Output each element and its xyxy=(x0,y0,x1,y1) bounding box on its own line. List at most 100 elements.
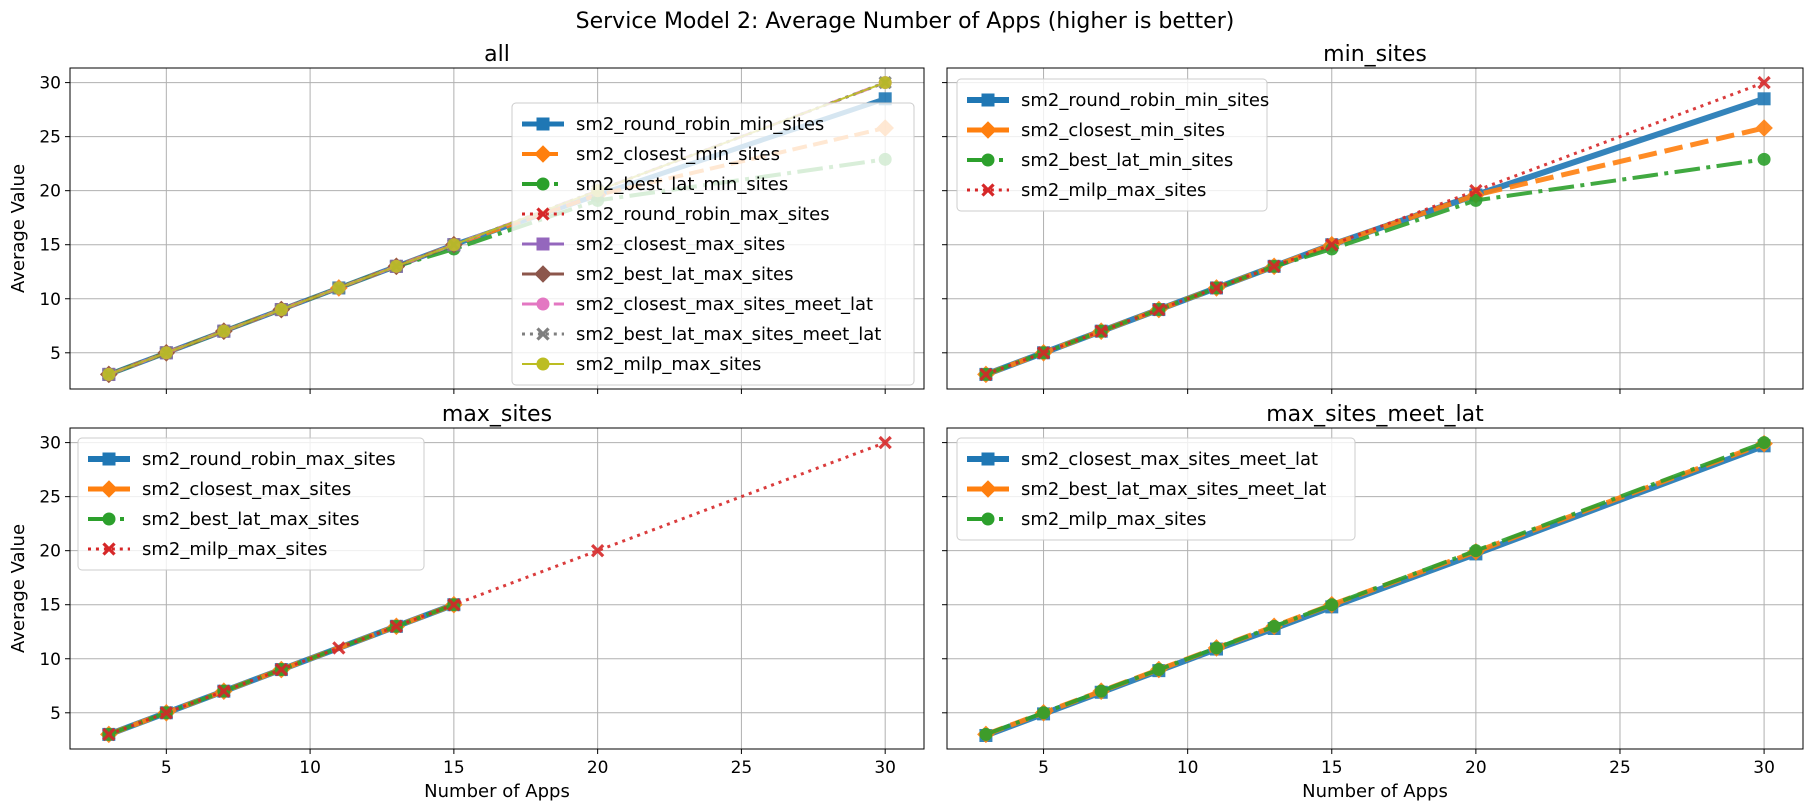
panel-4-legend-marker-3 xyxy=(981,512,995,526)
panel-3-series-4-point-8 xyxy=(590,544,605,558)
panel-1-legend-label-3: sm2_best_lat_min_sites xyxy=(576,174,788,195)
panel-3-series-4-point-7-stroke-b xyxy=(447,598,461,612)
panel-4-series-3 xyxy=(979,436,1771,741)
panel-3-series-4-point-5-stroke-b xyxy=(332,641,346,655)
panel-1-legend-label-4: sm2_round_robin_max_sites xyxy=(576,204,830,225)
panel-4-legend-marker-1 xyxy=(981,452,995,466)
panel-3-y-tick-label-5: 25 xyxy=(39,488,61,508)
panel-4-series-3-point-4 xyxy=(1152,663,1166,677)
panel-2-legend-marker-1 xyxy=(981,93,995,107)
panel-2-legend-marker-2 xyxy=(979,121,997,139)
panel-3-series-4-line xyxy=(108,441,886,736)
panel-3-frame xyxy=(69,427,925,750)
panel-1-legend-marker-8-stroke-b xyxy=(536,327,550,341)
panel-2-series-4-point-8 xyxy=(1469,184,1483,198)
panel-1-legend-marker-6 xyxy=(534,265,552,283)
panel-2-series-2-point-9 xyxy=(1755,119,1773,137)
panel-1-y-tick-label-4: 20 xyxy=(39,182,61,202)
panel-4-x-tick-label-2: 10 xyxy=(1177,758,1199,778)
panel-3-series-4-point-1 xyxy=(102,727,116,742)
panel-2-legend-label-1: sm2_round_robin_min_sites xyxy=(1021,90,1269,111)
panel-3-series-4-point-3 xyxy=(217,684,231,698)
panel-2-series-4-line xyxy=(985,81,1765,376)
panel-2-series-4-point-2-stroke-b xyxy=(1036,346,1051,360)
panel-1-y-axis-label: Average Value xyxy=(8,164,29,293)
panel-1-series-9-point-5 xyxy=(332,281,346,295)
panel-1-legend-marker-4-stroke-b xyxy=(536,207,550,221)
panel-2-series-4-point-9-stroke-b xyxy=(1757,75,1771,90)
panel-3-series-4-point-7 xyxy=(447,598,461,612)
panel-3-series-4-point-6 xyxy=(389,619,404,633)
panel-3-x-tick-label-2: 10 xyxy=(299,758,321,778)
panel-2-series-4-point-6 xyxy=(1267,259,1281,273)
panel-4-legend-marker-2 xyxy=(979,480,997,498)
panel-3-legend-marker-2 xyxy=(100,480,118,498)
panel-4-title: max_sites_meet_lat xyxy=(1266,402,1484,427)
panel-3-series-4-point-2 xyxy=(159,706,173,720)
panel-3-legend-label-4: sm2_milp_max_sites xyxy=(142,539,327,560)
panel-3-title: max_sites xyxy=(442,402,552,427)
panel-3-series-4-point-1-stroke-b xyxy=(102,727,116,742)
panel-1-legend-marker-9 xyxy=(536,357,550,371)
panel-1-series-9-point-6 xyxy=(389,259,403,273)
panel-3-legend-label-1: sm2_round_robin_max_sites xyxy=(142,449,396,470)
panel-3-x-axis-label: Number of Apps xyxy=(424,781,570,802)
panel-4-x-tick-label-3: 15 xyxy=(1321,758,1343,778)
panel-1-legend-box xyxy=(511,102,915,386)
panel-3-x-tick-label-4: 20 xyxy=(587,758,609,778)
panel-4-series-3-point-9 xyxy=(1757,436,1771,450)
panel-3-legend-marker-1 xyxy=(102,452,116,466)
panel-1-frame xyxy=(69,67,925,390)
panel-1-series-9-point-4 xyxy=(274,303,288,317)
panel-2-legend-marker-4 xyxy=(981,183,995,197)
panel-3-series-3-line xyxy=(108,602,455,737)
panel-2-series-4-point-4-stroke-b xyxy=(1152,302,1166,317)
panel-2-series-4-point-5 xyxy=(1209,281,1224,295)
panel-1-legend-label-8: sm2_best_lat_max_sites_meet_lat xyxy=(576,324,881,345)
panel-2-series-4-point-8-stroke-b xyxy=(1469,184,1483,198)
panel-3-y-tick-label-2: 10 xyxy=(39,650,61,670)
panel-4-legend-label-1: sm2_closest_max_sites_meet_lat xyxy=(1021,449,1318,470)
panel-2-legend-box xyxy=(956,78,1268,212)
panel-4-series-3-point-2 xyxy=(1037,706,1051,720)
panel-3-series-4-point-5 xyxy=(332,641,346,655)
panel-2-legend-label-3: sm2_best_lat_min_sites xyxy=(1021,150,1233,171)
panel-2-series-4-point-1-stroke-b xyxy=(979,367,993,382)
panel-1-legend-marker-4 xyxy=(536,207,550,221)
panel-3-y-axis-label: Average Value xyxy=(8,524,29,653)
panel-4-legend: sm2_closest_max_sites_meet_lat sm2_best_l… xyxy=(956,437,1356,541)
panel-3-series-4-point-6-stroke-b xyxy=(389,619,404,633)
panel-4-legend-label-2: sm2_best_lat_max_sites_meet_lat xyxy=(1021,479,1326,500)
panel-3-series-4-point-9 xyxy=(878,435,892,450)
panel-1-legend-marker-3 xyxy=(536,177,550,191)
panel-1-legend-label-6: sm2_best_lat_max_sites xyxy=(576,264,794,285)
panel-4-series-3-point-5 xyxy=(1209,641,1223,655)
panel-3: 5 10 15 20 25 30 5 10 15 20 25 30 max_sites Number of… xyxy=(8,402,925,802)
panel-4-legend-label-3: sm2_milp_max_sites xyxy=(1021,509,1206,530)
panel-1-legend-label-5: sm2_closest_max_sites xyxy=(576,234,785,255)
panel-4-series-3-point-7 xyxy=(1325,598,1339,612)
panel-4-x-tick-label-1: 5 xyxy=(1038,758,1049,778)
panel-4-x-axis-label: Number of Apps xyxy=(1302,781,1448,802)
panel-3-legend: sm2_round_robin_max_sites sm2_closest_max… xyxy=(77,437,425,571)
panel-4-x-tick-label-5: 25 xyxy=(1609,758,1631,778)
panel-3-x-tick-label-1: 5 xyxy=(161,758,172,778)
panel-2-series-4-point-7 xyxy=(1325,238,1339,252)
panel-1-y-tick-label-5: 25 xyxy=(39,128,61,148)
panel-3-legend-box xyxy=(77,437,425,571)
panel-2-series-3-point-9 xyxy=(1757,152,1771,166)
panel-3-legend-label-2: sm2_closest_max_sites xyxy=(142,479,351,500)
panel-3-legend-label-3: sm2_best_lat_max_sites xyxy=(142,509,360,530)
panel-3-legend-marker-4-stroke-b xyxy=(102,542,116,556)
panel-4-x-tick-label-6: 30 xyxy=(1753,758,1775,778)
panel-1-legend-marker-8 xyxy=(536,327,550,341)
panel-3-series-4-point-3-stroke-b xyxy=(217,684,231,698)
panel-2: min_sites sm2_round_robin_min_sites sm2_cl… xyxy=(942,42,1804,394)
panel-1-legend-label-9: sm2_milp_max_sites xyxy=(576,354,761,375)
panel-1-legend-label-7: sm2_closest_max_sites_meet_lat xyxy=(576,294,873,315)
panel-1-series-9-point-9 xyxy=(878,76,892,90)
panel-1-title: all xyxy=(484,42,510,67)
panel-1-legend-label-1: sm2_round_robin_min_sites xyxy=(576,114,824,135)
panel-3-series-4-point-2-stroke-b xyxy=(159,706,173,720)
